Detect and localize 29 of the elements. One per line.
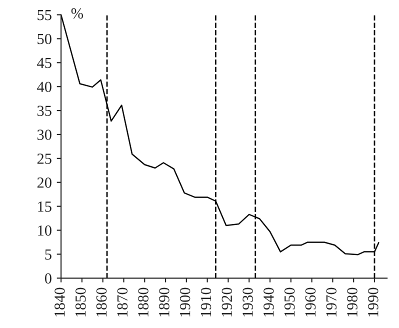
x-tick-label: 1990 (368, 288, 378, 316)
y-tick-label: 20 (37, 178, 52, 188)
y-axis-title: % (71, 8, 84, 19)
x-tick-label: 1850 (75, 288, 86, 316)
y-tick-label: 30 (37, 130, 52, 140)
x-tick-label: 1980 (347, 288, 358, 316)
y-tick-label: 50 (38, 34, 52, 44)
y-tick-label: 0 (44, 273, 52, 284)
x-tick-label: 1860 (96, 288, 107, 316)
x-tick-label: 1960 (305, 288, 316, 316)
x-tick-label: 1870 (117, 288, 128, 316)
y-tick-label: 5 (45, 249, 52, 260)
x-tick-label: 1940 (264, 288, 274, 316)
y-tick-label: 55 (38, 10, 52, 20)
x-tick-label: 1890 (159, 288, 170, 316)
x-tick-label: 1880 (138, 288, 148, 316)
y-tick-label: 15 (38, 202, 52, 212)
x-tick-label: 1930 (242, 288, 253, 316)
y-tick-label: 10 (38, 225, 52, 236)
x-tick-label: 1920 (222, 288, 232, 316)
x-tick-label: 1950 (284, 288, 295, 316)
x-tick-label: 1900 (180, 288, 190, 316)
y-tick-label: 45 (37, 58, 52, 68)
x-tick-label: 1840 (54, 288, 65, 316)
x-tick-label: 1910 (200, 288, 212, 316)
y-tick-label: 40 (37, 82, 52, 92)
y-tick-label: 35 (37, 106, 52, 116)
x-tick-label: 1970 (326, 288, 337, 316)
y-tick-label: 25 (37, 154, 52, 164)
